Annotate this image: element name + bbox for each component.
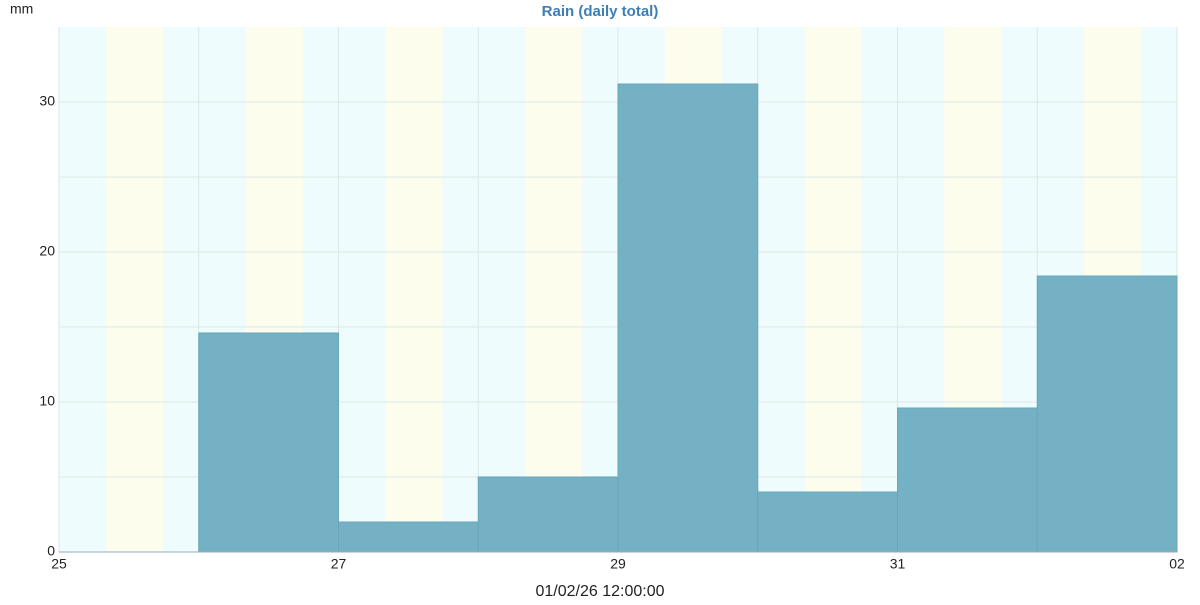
- bar: [1036, 275, 1178, 553]
- x-tick-label: 29: [610, 556, 626, 572]
- y-axis-label: mm: [10, 1, 33, 17]
- day-band: [385, 27, 443, 552]
- y-tick-label: 20: [39, 243, 55, 259]
- bar: [757, 491, 898, 553]
- x-tick-label: 31: [890, 556, 906, 572]
- y-tick-label: 10: [39, 393, 55, 409]
- day-band: [525, 27, 583, 552]
- y-tick-label: 30: [39, 93, 55, 109]
- x-axis-label: 01/02/26 12:00:00: [535, 583, 664, 600]
- x-tick-label: 25: [51, 556, 67, 572]
- x-tick-label: 27: [331, 556, 347, 572]
- bar: [897, 407, 1038, 553]
- day-band: [804, 27, 862, 552]
- bar: [477, 476, 619, 553]
- x-tick-label: 02: [1169, 556, 1185, 572]
- day-band: [105, 27, 164, 552]
- chart-title: Rain (daily total): [542, 3, 659, 20]
- bar: [338, 521, 479, 553]
- bar: [198, 332, 339, 553]
- bar: [617, 83, 759, 553]
- y-tick-label: 0: [47, 543, 55, 559]
